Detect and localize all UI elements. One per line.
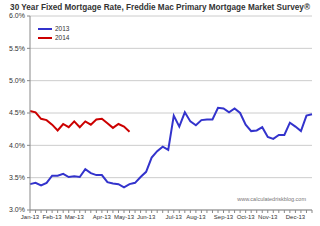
html-text:2013: 2013 bbox=[55, 25, 70, 32]
svg-text:Jan-13: Jan-13 bbox=[21, 214, 40, 220]
svg-text:Jun-13: Jun-13 bbox=[137, 214, 156, 220]
svg-text:4.0%: 4.0% bbox=[9, 142, 25, 149]
html-text:2014: 2014 bbox=[55, 34, 70, 41]
svg-text:Nov-13: Nov-13 bbox=[258, 214, 278, 220]
svg-text:4.5%: 4.5% bbox=[9, 109, 25, 116]
svg-text:5.0%: 5.0% bbox=[9, 77, 25, 84]
svg-text:3.5%: 3.5% bbox=[9, 174, 25, 181]
html-text:www.calculatedriskblog.com: www.calculatedriskblog.com bbox=[237, 196, 306, 202]
svg-text:6.0%: 6.0% bbox=[9, 12, 25, 19]
svg-text:Dec-13: Dec-13 bbox=[286, 214, 306, 220]
svg-text:3.0%: 3.0% bbox=[9, 206, 25, 213]
svg-text:5.5%: 5.5% bbox=[9, 45, 25, 52]
svg-text:Jul-13: Jul-13 bbox=[166, 214, 183, 220]
svg-text:Sep-13: Sep-13 bbox=[214, 214, 234, 220]
svg-text:May-13: May-13 bbox=[114, 214, 135, 220]
svg-text:Aug-13: Aug-13 bbox=[186, 214, 206, 220]
svg-text:Feb-13: Feb-13 bbox=[43, 214, 63, 220]
svg-text:Oct-13: Oct-13 bbox=[237, 214, 256, 220]
svg-text:Apr-13: Apr-13 bbox=[93, 214, 112, 220]
html-text:30 Year Fixed Mortgage Rate, F: 30 Year Fixed Mortgage Rate, Freddie Mac… bbox=[10, 3, 310, 12]
svg-text:Mar-13: Mar-13 bbox=[65, 214, 85, 220]
